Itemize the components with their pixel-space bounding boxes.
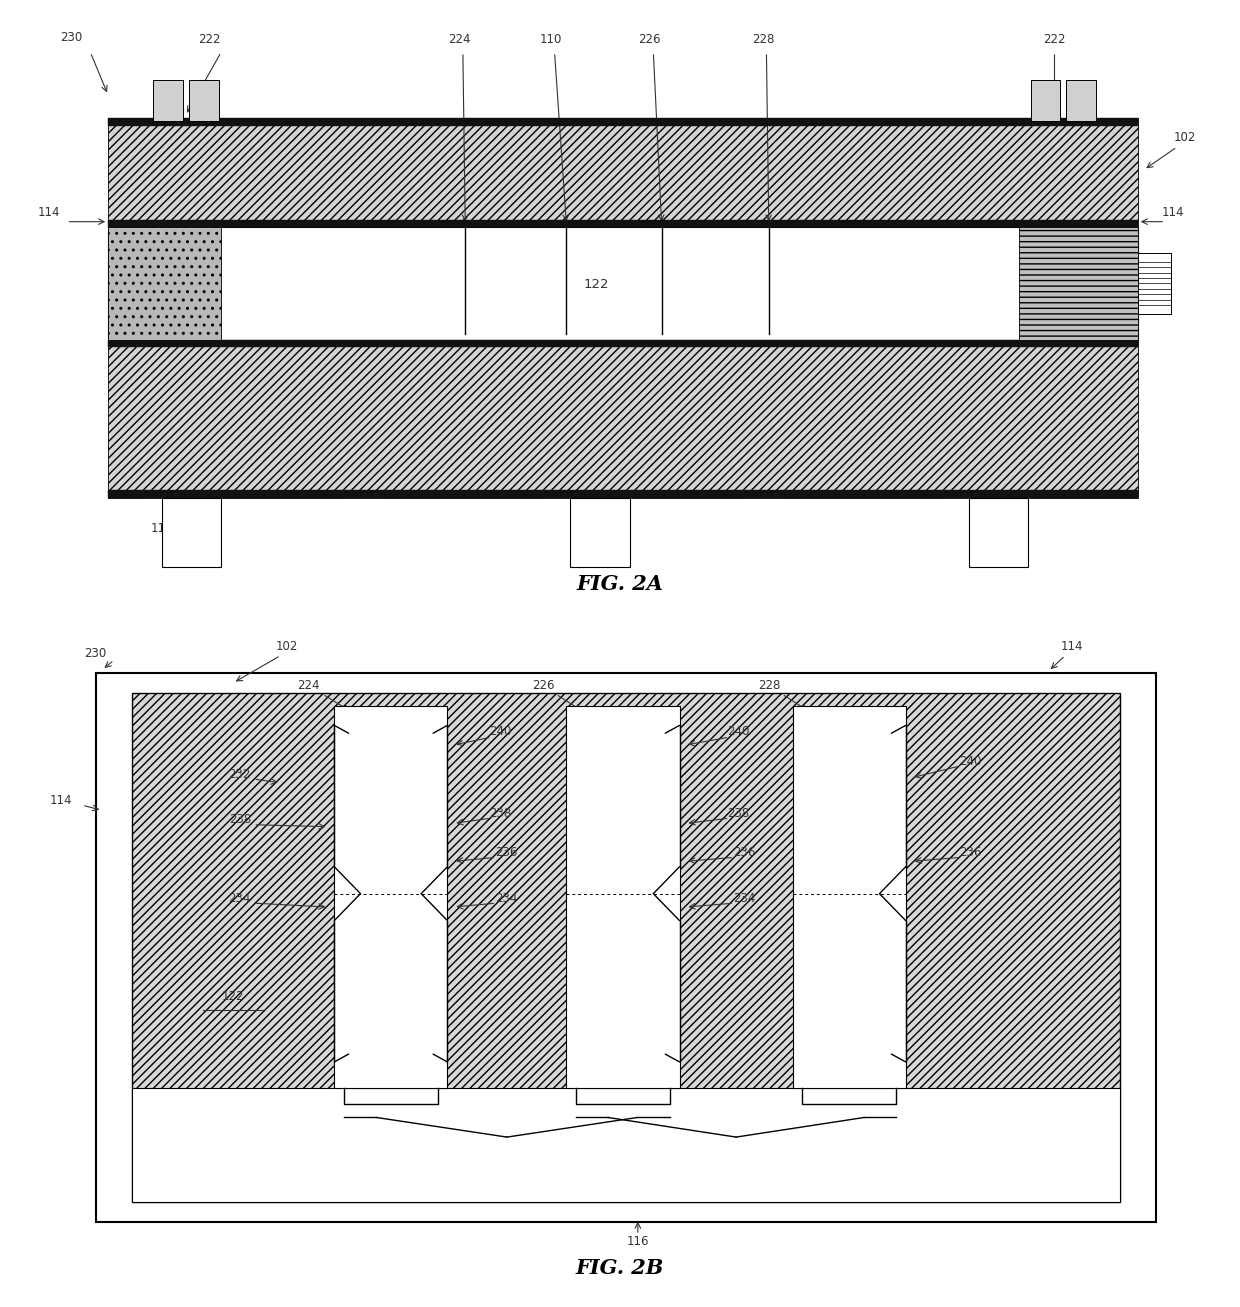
Text: 234: 234	[228, 891, 250, 904]
Text: 228: 228	[751, 34, 774, 46]
Text: 222: 222	[198, 34, 221, 46]
Text: 114: 114	[50, 793, 72, 806]
Bar	[161, 498, 221, 567]
Bar	[570, 498, 630, 567]
Text: 114: 114	[37, 207, 60, 218]
Text: 238: 238	[727, 806, 749, 819]
Text: 116: 116	[150, 523, 172, 535]
Bar	[1019, 227, 1138, 340]
Text: 180: 180	[150, 1174, 172, 1187]
Text: 236: 236	[733, 846, 755, 859]
Bar	[108, 227, 221, 340]
Text: 240: 240	[727, 725, 749, 738]
Bar	[108, 118, 1138, 125]
Text: $D_s$: $D_s$	[500, 1182, 515, 1197]
Text: 110: 110	[539, 34, 562, 46]
Text: 234: 234	[495, 891, 517, 904]
Text: 224: 224	[298, 680, 320, 693]
Bar	[108, 340, 1138, 348]
Bar	[108, 340, 1138, 498]
Bar	[108, 227, 1138, 340]
Bar	[131, 693, 1120, 1202]
Text: 222: 222	[1043, 34, 1065, 46]
Text: 102: 102	[275, 640, 298, 654]
Text: 116: 116	[972, 523, 994, 535]
Text: 122: 122	[584, 278, 609, 290]
Text: 114: 114	[1162, 207, 1184, 218]
Bar	[154, 80, 184, 122]
Bar	[1030, 80, 1060, 122]
Text: 230: 230	[61, 30, 83, 43]
Bar	[131, 1087, 1120, 1202]
Bar	[188, 80, 218, 122]
Text: 226: 226	[639, 34, 661, 46]
Text: 116: 116	[626, 1235, 649, 1248]
Text: 238: 238	[489, 806, 511, 819]
Bar	[792, 706, 905, 1087]
Bar	[1138, 254, 1171, 314]
Text: 122: 122	[222, 989, 244, 1002]
Text: FIG. 2A: FIG. 2A	[577, 574, 663, 593]
Bar	[108, 118, 1138, 227]
Text: 106: 106	[1066, 1174, 1089, 1187]
Bar	[1066, 80, 1096, 122]
Text: 224: 224	[448, 34, 470, 46]
Text: 240: 240	[489, 725, 511, 738]
Text: 232: 232	[228, 767, 250, 780]
Bar	[108, 220, 1138, 227]
Text: $D_s$: $D_s$	[728, 1182, 744, 1197]
Text: 238: 238	[228, 813, 250, 826]
Text: 236: 236	[495, 846, 517, 859]
Text: 226: 226	[532, 680, 554, 693]
Bar	[335, 706, 448, 1087]
Text: 240: 240	[960, 754, 982, 767]
Bar	[108, 490, 1138, 498]
Text: 102: 102	[1173, 131, 1195, 144]
Text: 104: 104	[585, 528, 608, 541]
Bar	[97, 673, 1156, 1222]
Text: 234: 234	[733, 891, 755, 904]
Text: FIG. 2B: FIG. 2B	[575, 1259, 665, 1278]
Bar	[968, 498, 1028, 567]
Text: 228: 228	[759, 680, 781, 693]
Text: 114: 114	[1061, 640, 1084, 654]
Text: 230: 230	[84, 647, 107, 660]
Bar	[567, 706, 680, 1087]
Text: 236: 236	[960, 846, 982, 859]
